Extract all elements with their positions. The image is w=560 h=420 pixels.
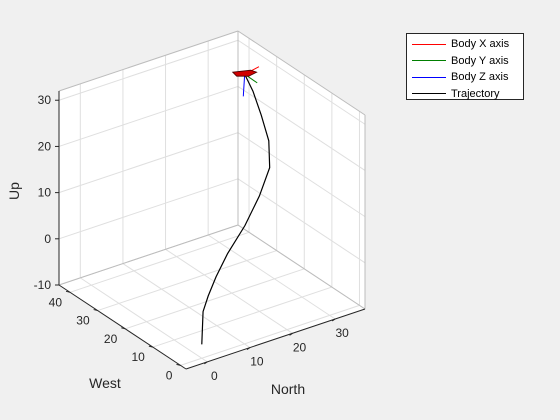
aircraft-icon [231, 69, 258, 77]
back-left-panel [59, 31, 238, 285]
y-tick-mark [148, 345, 153, 348]
grid-line-x [80, 277, 208, 363]
grid-line-z [237, 39, 366, 125]
legend-label: Body X axis [451, 38, 510, 51]
grid-line-z [58, 39, 239, 101]
back-edge [237, 224, 366, 310]
legend: Body X axis Body Y axis Body Z axis Traject… [406, 33, 524, 100]
grid-line-y [180, 304, 360, 366]
legend-label: Body Y axis [451, 54, 509, 67]
x-tick-label: 20 [293, 340, 307, 354]
back-right-panel [238, 31, 365, 309]
y-tick-mark [176, 363, 181, 366]
legend-swatch [412, 93, 446, 95]
grid-line-y [152, 286, 333, 348]
x-tick-mark [331, 318, 336, 322]
y-tick-mark [65, 290, 71, 293]
y-tick-mark [121, 327, 126, 330]
y-tick-mark [93, 309, 98, 312]
grid-line-x [122, 263, 251, 348]
grid-line-y [97, 250, 277, 312]
z-axis-label: Up [6, 182, 22, 200]
legend-item: Body X axis [407, 36, 523, 53]
y-tick-label: 30 [76, 314, 90, 328]
grid-line-z [58, 178, 239, 240]
legend-swatch [412, 76, 446, 78]
grid-line-z [58, 132, 239, 194]
legend-item: Body Z axis [407, 69, 523, 86]
back-edge [237, 30, 366, 116]
z-tick-label: 30 [38, 93, 52, 107]
x-tick-label: 0 [211, 369, 218, 383]
tick-labels: 0 10 20 30 0 10 20 30 40 -10 0 10 20 30 [34, 93, 350, 383]
y-tick-label: 40 [49, 295, 63, 309]
x-axis-label: North [271, 381, 305, 397]
axes-box [59, 31, 365, 369]
legend-item: Trajectory [407, 86, 523, 103]
legend-swatch [412, 43, 446, 45]
grid-line-x [207, 234, 336, 320]
z-tick-label: -10 [34, 278, 52, 292]
x-tick-mark [246, 347, 251, 350]
y-tick-label: 20 [104, 332, 118, 346]
x-tick-label: 30 [335, 326, 349, 340]
back-edge [58, 30, 239, 92]
grid-line-y [125, 268, 305, 330]
grid-line-y [69, 231, 250, 293]
z-tick-label: 0 [44, 232, 51, 246]
legend-label: Trajectory [451, 87, 500, 100]
x-tick-label: 10 [250, 355, 264, 369]
z-tick-label: 20 [38, 139, 52, 153]
y-axis-label: West [89, 375, 121, 391]
x-tick-mark [204, 361, 208, 365]
z-tick-label: 10 [38, 186, 52, 200]
grid-line-x [165, 248, 293, 334]
legend-swatch [412, 60, 446, 62]
grid-line-z [237, 132, 366, 218]
legend-label: Body Z axis [451, 71, 509, 84]
trajectory-line [201, 73, 271, 345]
y-tick-label: 0 [166, 368, 173, 382]
plot-area [201, 66, 271, 345]
y-axis-line [58, 284, 187, 370]
y-tick-label: 10 [132, 350, 146, 364]
grid-line-z [237, 178, 366, 264]
grid-line-z [237, 86, 366, 171]
back-edge [58, 224, 239, 286]
x-tick-mark [289, 332, 293, 336]
grid-line-z [58, 85, 239, 147]
floor-panel [59, 225, 365, 369]
legend-item: Body Y axis [407, 53, 523, 70]
body-z-axis-line [242, 74, 246, 97]
